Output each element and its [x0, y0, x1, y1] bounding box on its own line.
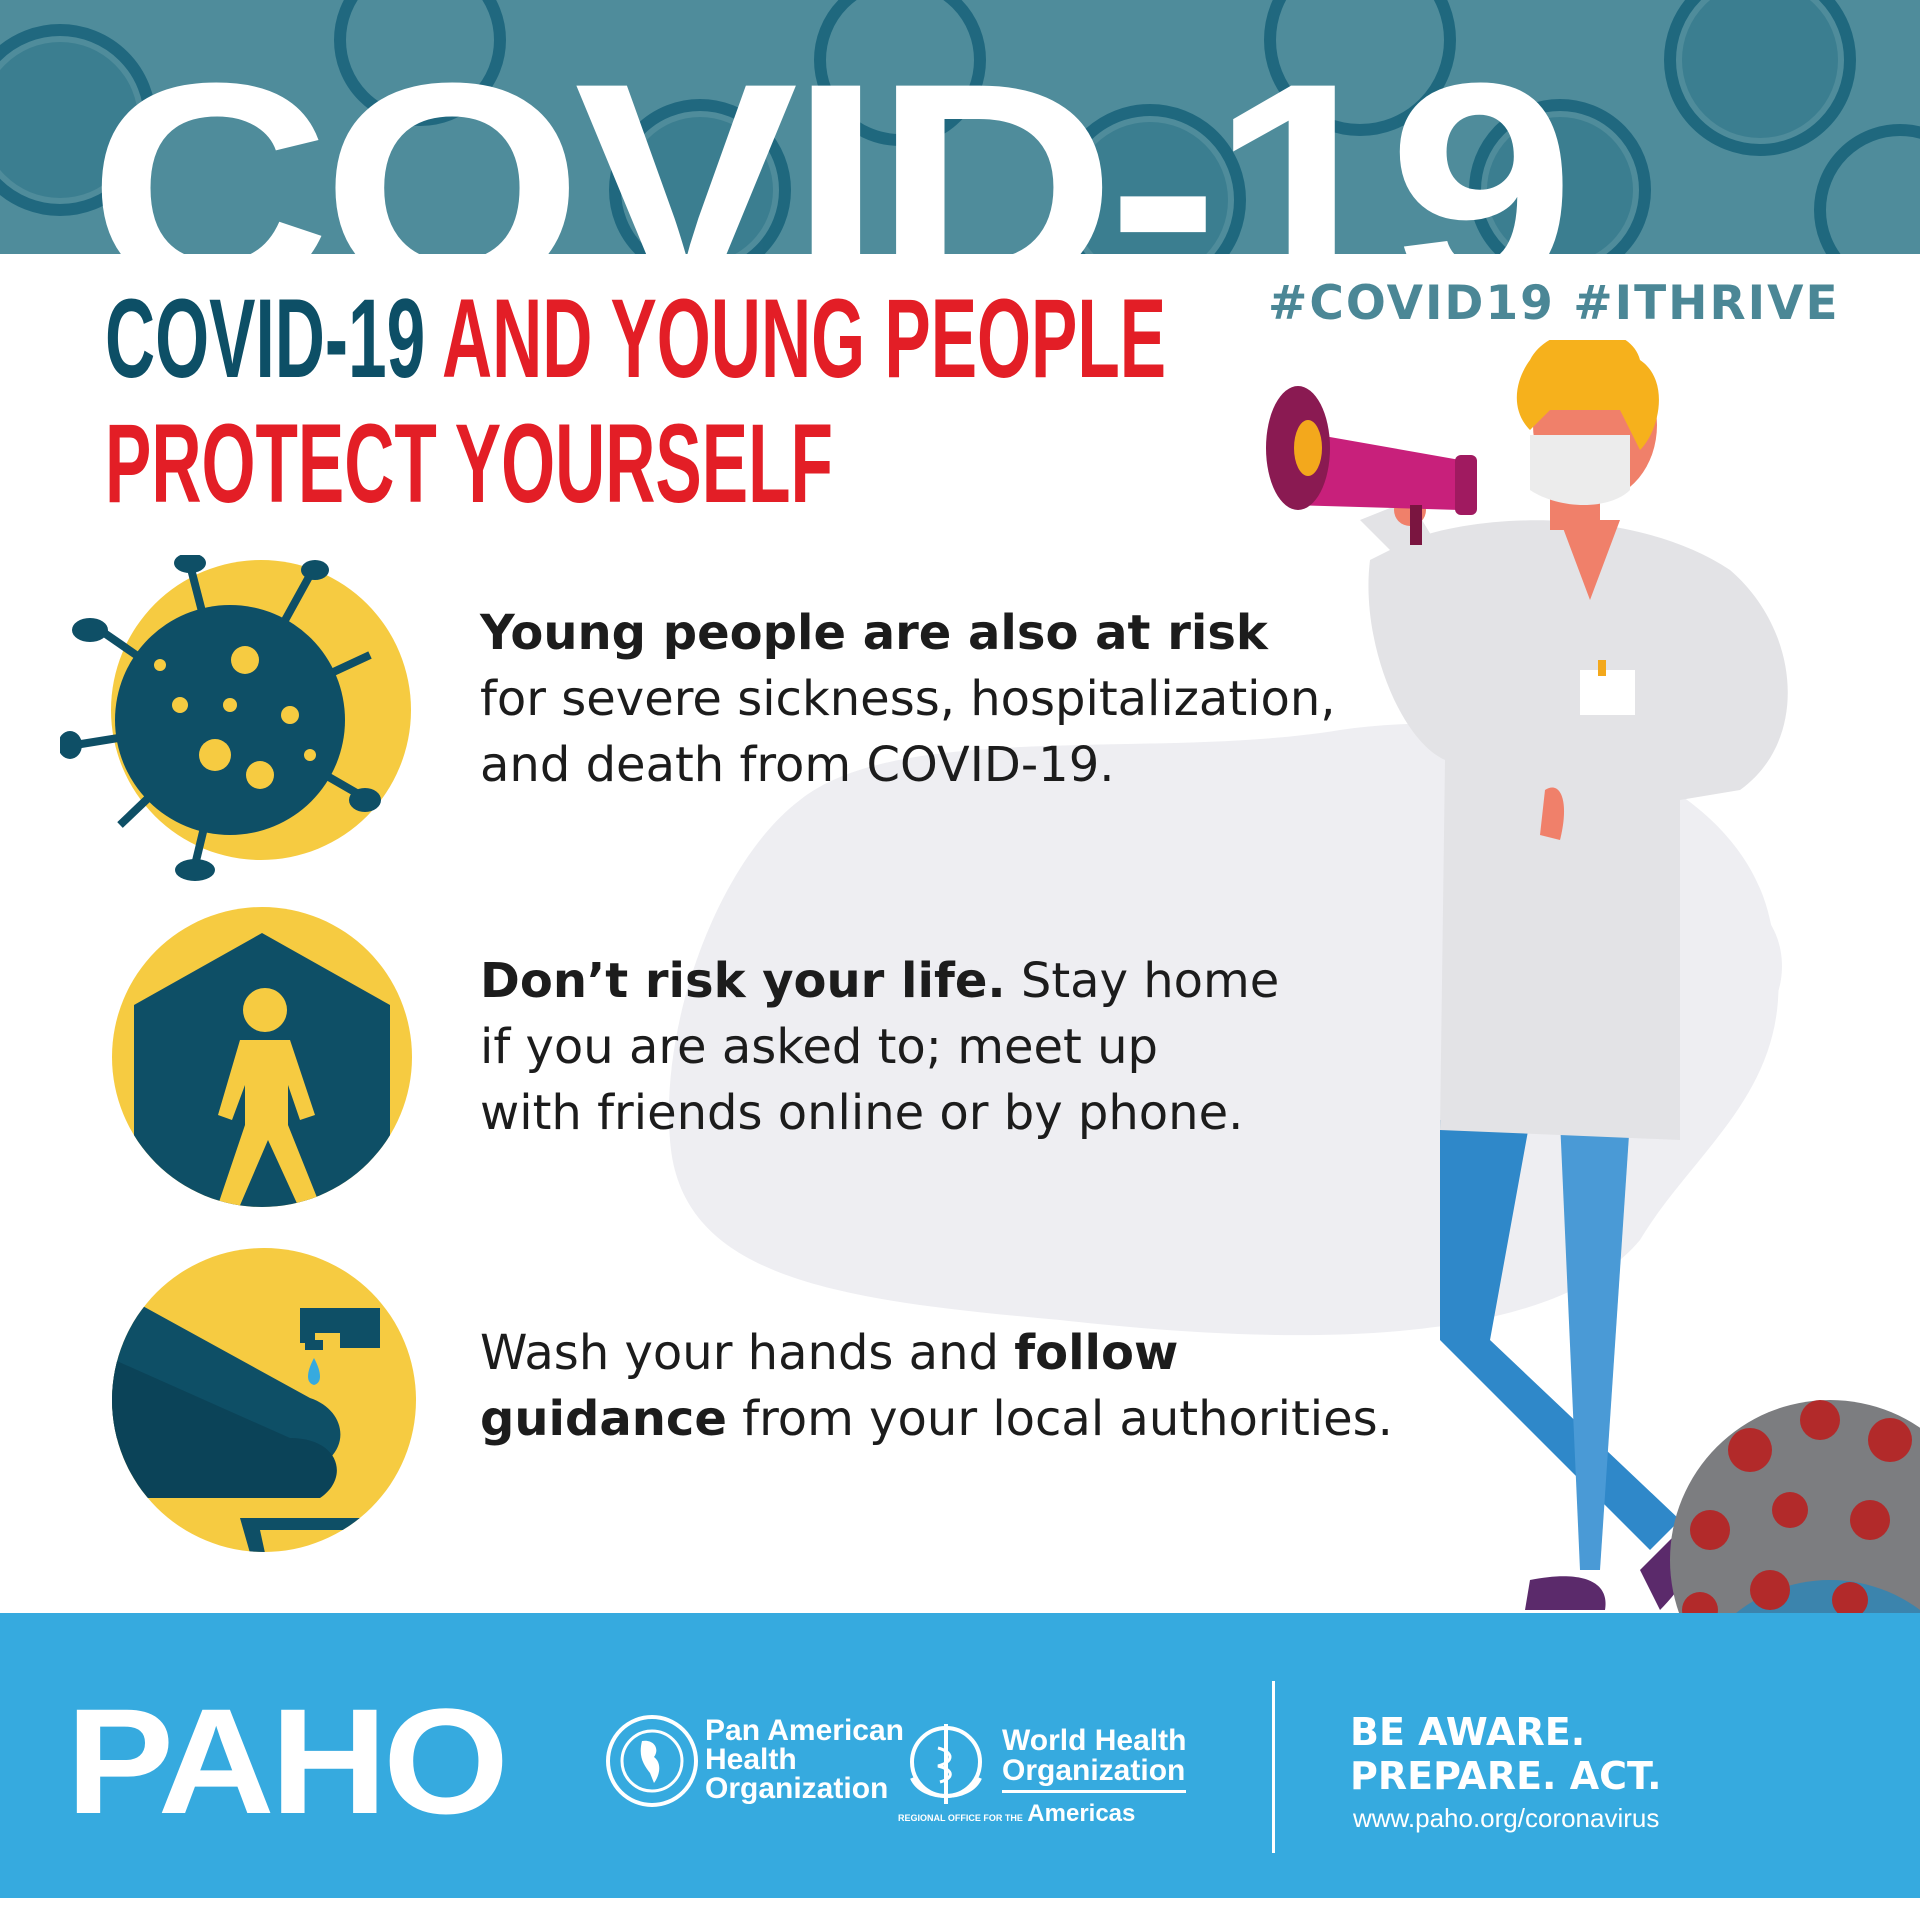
tip-1-line-2: for severe sickness, hospitalization,	[480, 671, 1336, 727]
tip-2-bold: Don’t risk your life.	[480, 953, 1006, 1009]
tip-3-pre: Wash your hands and	[480, 1325, 1015, 1381]
headline-line-1: COVID-19 AND YOUNG PEOPLE	[105, 283, 1166, 395]
doctor-with-megaphone-illustration	[1266, 340, 1788, 1610]
footer-divider	[1272, 1681, 1275, 1853]
website-link[interactable]: www.paho.org/coronavirus	[1353, 1803, 1660, 1833]
tip-3-rest: from your local authorities.	[726, 1391, 1393, 1447]
who-regional-americas: Americas	[1027, 1800, 1136, 1827]
paho-name-line-1: Pan American	[705, 1714, 904, 1747]
tip-2-line-1-rest: Stay home	[1005, 953, 1280, 1009]
who-regional: REGIONAL OFFICE FOR THE Americas	[898, 1800, 1135, 1828]
tip-3-bold-2: guidance	[480, 1391, 727, 1447]
tip-2-text: Don’t risk your life. Stay home if you a…	[480, 948, 1279, 1146]
slogan-line-2: PREPARE. ACT.	[1350, 1754, 1662, 1798]
who-name: World Health Organization	[1002, 1724, 1187, 1793]
tip-3-text: Wash your hands and follow guidance from…	[480, 1320, 1393, 1452]
who-emblem-icon	[910, 1724, 982, 1804]
header-banner: COVID-19	[0, 0, 1920, 254]
paho-name-line-3: Organization	[705, 1772, 889, 1805]
tip-1-line-3: and death from COVID-19.	[480, 737, 1115, 793]
paho-emblem-icon	[606, 1715, 698, 1807]
paho-logo: PAHO	[66, 1677, 509, 1845]
headline-covid: COVID-19	[105, 276, 426, 401]
headline-line-2: PROTECT YOURSELF	[105, 401, 833, 526]
who-regional-small: REGIONAL OFFICE FOR THE	[898, 1813, 1023, 1823]
who-name-line-1: World Health	[1002, 1724, 1187, 1757]
tip-2-line-2: if you are asked to; meet up	[480, 1019, 1158, 1075]
tip-1-bold: Young people are also at risk	[480, 605, 1268, 661]
paho-name-line-2: Health	[705, 1743, 797, 1776]
tip-1-text: Young people are also at risk for severe…	[480, 600, 1336, 798]
virus-pattern	[0, 0, 1920, 254]
hashtags: #COVID19 #ITHRIVE	[1268, 276, 1840, 331]
headline-young-people: AND YOUNG PEOPLE	[441, 276, 1167, 401]
paho-name: Pan American Health Organization	[705, 1714, 904, 1805]
hand-washing-icon	[112, 1248, 416, 1552]
page-title: COVID-19	[88, 20, 1575, 254]
tip-2-line-3: with friends online or by phone.	[480, 1085, 1244, 1141]
tip-3-bold-1: follow	[1014, 1325, 1179, 1381]
stay-home-icon	[112, 907, 412, 1207]
virus-icon	[60, 555, 411, 881]
who-name-line-2: Organization	[1002, 1756, 1187, 1793]
footer-banner	[0, 1613, 1920, 1898]
slogan-line-1: BE AWARE.	[1350, 1710, 1586, 1754]
